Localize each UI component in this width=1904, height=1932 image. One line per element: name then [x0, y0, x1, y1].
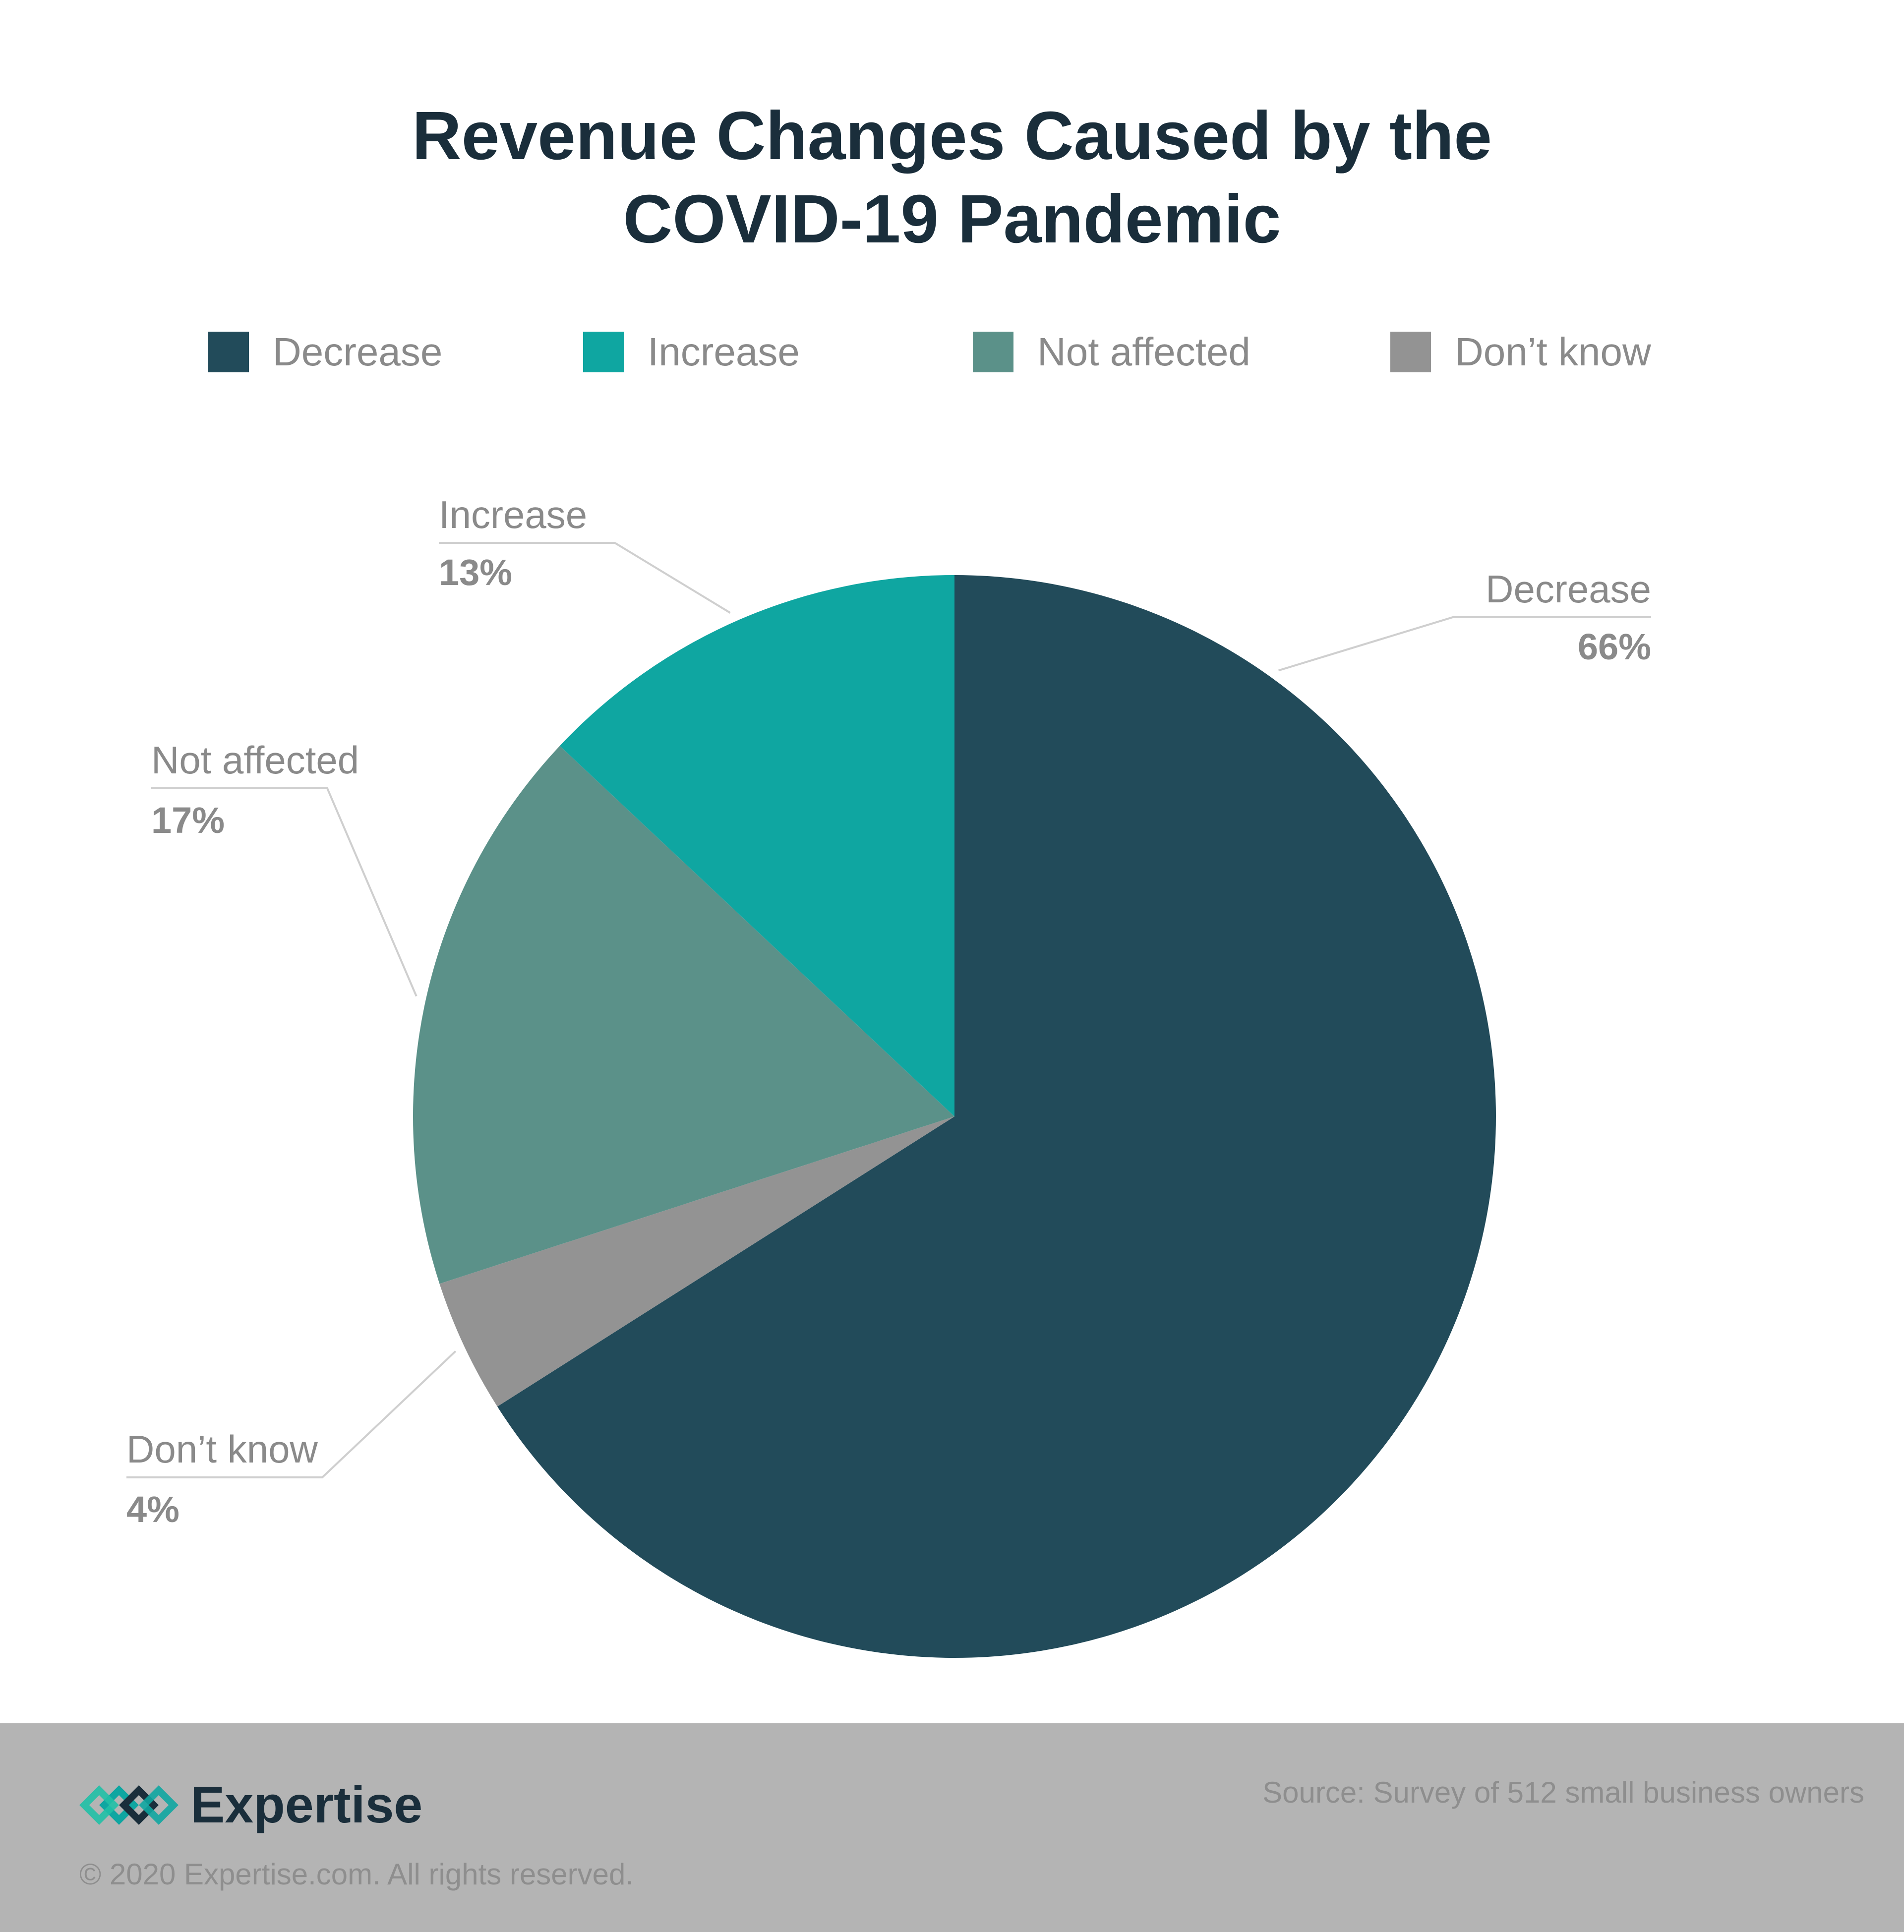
chart-stage: Revenue Changes Caused by the COVID-19 P…: [0, 94, 1904, 1658]
legend-swatch-decrease: [208, 332, 249, 372]
slice-label-decrease: Decrease: [1486, 567, 1651, 611]
legend-item-not-affected: Not affected: [973, 322, 1250, 382]
pie-chart: Decrease 66% Don’t know 4% Not affected 17% In…: [126, 493, 1651, 1658]
chart-legend: Decrease Increase Not affected Don’t kno…: [0, 322, 1904, 382]
slice-value-not-affected: 17%: [151, 800, 225, 841]
brand-name: Expertise: [190, 1776, 423, 1834]
leader-line-don-t-know: [126, 1350, 457, 1478]
slice-label-increase: Increase: [439, 493, 587, 536]
legend-label-decrease: Decrease: [273, 330, 443, 374]
legend-label-dont-know: Don’t know: [1455, 330, 1651, 374]
chart-title: Revenue Changes Caused by the COVID-19 P…: [0, 94, 1904, 261]
legend-item-increase: Increase: [583, 322, 800, 382]
chart-title-line-1: Revenue Changes Caused by the: [412, 98, 1492, 174]
legend-swatch-not-affected: [973, 332, 1013, 372]
legend-swatch-increase: [583, 332, 624, 372]
legend-label-not-affected: Not affected: [1037, 330, 1250, 374]
expertise-logo-icon: [79, 1785, 178, 1825]
legend-swatch-dont-know: [1390, 332, 1431, 372]
footer: Expertise © 2020 Expertise.com. All righ…: [0, 1723, 1904, 1932]
slice-label-not-affected: Not affected: [151, 738, 359, 782]
pie-slice-decrease: [497, 575, 1496, 1658]
legend-item-decrease: Decrease: [208, 322, 442, 382]
slice-value-increase: 13%: [439, 552, 512, 593]
pie-slice-not-affected: [413, 746, 955, 1284]
leader-line-increase: [439, 542, 731, 614]
pie-slice-increase: [559, 575, 954, 1116]
brand: Expertise: [79, 1773, 422, 1837]
leader-line-not-affected: [151, 787, 417, 997]
slice-value-don-t-know: 4%: [126, 1489, 179, 1530]
chart-title-line-2: COVID-19 Pandemic: [623, 181, 1281, 257]
slice-label-don-t-know: Don’t know: [126, 1427, 318, 1471]
slice-value-decrease: 66%: [1578, 626, 1651, 667]
copyright-text: © 2020 Expertise.com. All rights reserve…: [79, 1858, 634, 1891]
legend-item-dont-know: Don’t know: [1390, 322, 1651, 382]
source-text: Source: Survey of 512 small business own…: [1262, 1776, 1864, 1809]
leader-line-decrease: [1278, 616, 1651, 672]
legend-label-increase: Increase: [648, 330, 800, 374]
pie-slice-don-t-know: [439, 1116, 954, 1407]
